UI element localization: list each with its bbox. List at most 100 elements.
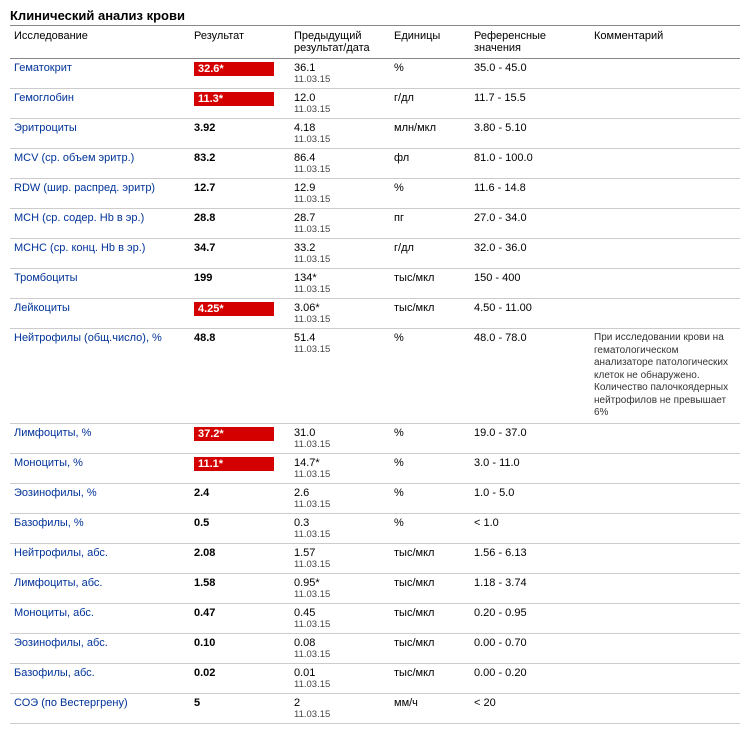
comment-cell <box>590 239 740 269</box>
prev-cell: 211.03.15 <box>290 693 390 723</box>
unit-cell: мм/ч <box>390 693 470 723</box>
unit-cell: % <box>390 423 470 453</box>
comment-cell <box>590 59 740 89</box>
ref-cell: 11.7 - 15.5 <box>470 89 590 119</box>
table-row: MCH (ср. содер. Hb в эр.)28.828.711.03.1… <box>10 209 740 239</box>
report-title: Клинический анализ крови <box>10 8 740 25</box>
result-cell: 5 <box>190 693 290 723</box>
test-name-cell[interactable]: RDW (шир. распред. эритр) <box>10 179 190 209</box>
test-name-cell[interactable]: MCV (ср. объем эритр.) <box>10 149 190 179</box>
prev-cell: 36.111.03.15 <box>290 59 390 89</box>
comment-cell <box>590 543 740 573</box>
prev-cell: 3.06*11.03.15 <box>290 299 390 329</box>
unit-cell: фл <box>390 149 470 179</box>
test-name-cell[interactable]: Нейтрофилы (общ.число), % <box>10 329 190 424</box>
ref-cell: 4.50 - 11.00 <box>470 299 590 329</box>
prev-cell: 12.911.03.15 <box>290 179 390 209</box>
ref-cell: 1.56 - 6.13 <box>470 543 590 573</box>
table-row: Эритроциты3.924.1811.03.15млн/мкл3.80 - … <box>10 119 740 149</box>
test-name-cell[interactable]: Эритроциты <box>10 119 190 149</box>
ref-cell: 1.18 - 3.74 <box>470 573 590 603</box>
test-name-cell[interactable]: Лимфоциты, абс. <box>10 573 190 603</box>
ref-cell: < 1.0 <box>470 513 590 543</box>
test-name-cell[interactable]: Нейтрофилы, абс. <box>10 543 190 573</box>
prev-cell: 86.411.03.15 <box>290 149 390 179</box>
result-cell: 12.7 <box>190 179 290 209</box>
prev-date: 11.03.15 <box>294 194 386 205</box>
result-cell: 2.08 <box>190 543 290 573</box>
result-cell: 1.58 <box>190 573 290 603</box>
unit-cell: тыс/мкл <box>390 573 470 603</box>
result-cell: 83.2 <box>190 149 290 179</box>
unit-cell: тыс/мкл <box>390 269 470 299</box>
test-name-cell[interactable]: Эозинофилы, абс. <box>10 633 190 663</box>
test-name-cell[interactable]: MCH (ср. содер. Hb в эр.) <box>10 209 190 239</box>
prev-cell: 0.0811.03.15 <box>290 633 390 663</box>
result-value: 1.58 <box>194 577 215 589</box>
prev-value: 36.1 <box>294 62 386 74</box>
ref-cell: 19.0 - 37.0 <box>470 423 590 453</box>
result-value: 0.5 <box>194 517 209 529</box>
col-header-ref: Референсные значения <box>470 26 590 59</box>
result-value: 0.47 <box>194 607 215 619</box>
table-row: MCV (ср. объем эритр.)83.286.411.03.15фл… <box>10 149 740 179</box>
prev-date: 11.03.15 <box>294 164 386 175</box>
test-name-cell[interactable]: Базофилы, абс. <box>10 663 190 693</box>
prev-value: 0.08 <box>294 637 386 649</box>
prev-value: 134* <box>294 272 386 284</box>
unit-cell: тыс/мкл <box>390 299 470 329</box>
test-name-cell[interactable]: Гематокрит <box>10 59 190 89</box>
ref-cell: 3.80 - 5.10 <box>470 119 590 149</box>
test-name-cell[interactable]: Эозинофилы, % <box>10 483 190 513</box>
result-cell: 34.7 <box>190 239 290 269</box>
test-name-cell[interactable]: Лейкоциты <box>10 299 190 329</box>
prev-value: 51.4 <box>294 332 386 344</box>
prev-value: 12.0 <box>294 92 386 104</box>
test-name-cell[interactable]: Гемоглобин <box>10 89 190 119</box>
unit-cell: % <box>390 483 470 513</box>
result-flagged: 37.2* <box>194 427 274 441</box>
prev-value: 14.7* <box>294 457 386 469</box>
test-name-cell[interactable]: Моноциты, % <box>10 453 190 483</box>
prev-value: 2.6 <box>294 487 386 499</box>
comment-cell <box>590 603 740 633</box>
test-name-cell[interactable]: Тромбоциты <box>10 269 190 299</box>
result-cell: 0.47 <box>190 603 290 633</box>
prev-cell: 33.211.03.15 <box>290 239 390 269</box>
test-name-cell[interactable]: Лимфоциты, % <box>10 423 190 453</box>
prev-date: 11.03.15 <box>294 224 386 235</box>
comment-cell <box>590 423 740 453</box>
prev-value: 28.7 <box>294 212 386 224</box>
prev-cell: 0.311.03.15 <box>290 513 390 543</box>
table-row: СОЭ (по Вестергрену)5211.03.15мм/ч< 20 <box>10 693 740 723</box>
table-row: Гематокрит32.6*36.111.03.15%35.0 - 45.0 <box>10 59 740 89</box>
comment-cell <box>590 179 740 209</box>
unit-cell: % <box>390 59 470 89</box>
test-name-cell[interactable]: Базофилы, % <box>10 513 190 543</box>
result-value: 3.92 <box>194 122 215 134</box>
prev-value: 12.9 <box>294 182 386 194</box>
table-row: Лимфоциты, %37.2*31.011.03.15%19.0 - 37.… <box>10 423 740 453</box>
table-row: Эозинофилы, %2.42.611.03.15%1.0 - 5.0 <box>10 483 740 513</box>
prev-date: 11.03.15 <box>294 559 386 570</box>
ref-cell: 0.00 - 0.20 <box>470 663 590 693</box>
result-cell: 37.2* <box>190 423 290 453</box>
test-name-cell[interactable]: MCHC (ср. конц. Hb в эр.) <box>10 239 190 269</box>
table-row: Эозинофилы, абс.0.100.0811.03.15тыс/мкл0… <box>10 633 740 663</box>
result-cell: 2.4 <box>190 483 290 513</box>
prev-value: 4.18 <box>294 122 386 134</box>
table-row: Нейтрофилы (общ.число), %48.851.411.03.1… <box>10 329 740 424</box>
ref-cell: 81.0 - 100.0 <box>470 149 590 179</box>
comment-cell <box>590 269 740 299</box>
test-name-cell[interactable]: Моноциты, абс. <box>10 603 190 633</box>
test-name-cell[interactable]: СОЭ (по Вестергрену) <box>10 693 190 723</box>
prev-cell: 12.011.03.15 <box>290 89 390 119</box>
unit-cell: тыс/мкл <box>390 543 470 573</box>
prev-value: 1.57 <box>294 547 386 559</box>
result-value: 0.02 <box>194 667 215 679</box>
prev-date: 11.03.15 <box>294 709 386 720</box>
ref-cell: 3.0 - 11.0 <box>470 453 590 483</box>
result-cell: 48.8 <box>190 329 290 424</box>
result-value: 2.4 <box>194 487 209 499</box>
comment-cell <box>590 513 740 543</box>
